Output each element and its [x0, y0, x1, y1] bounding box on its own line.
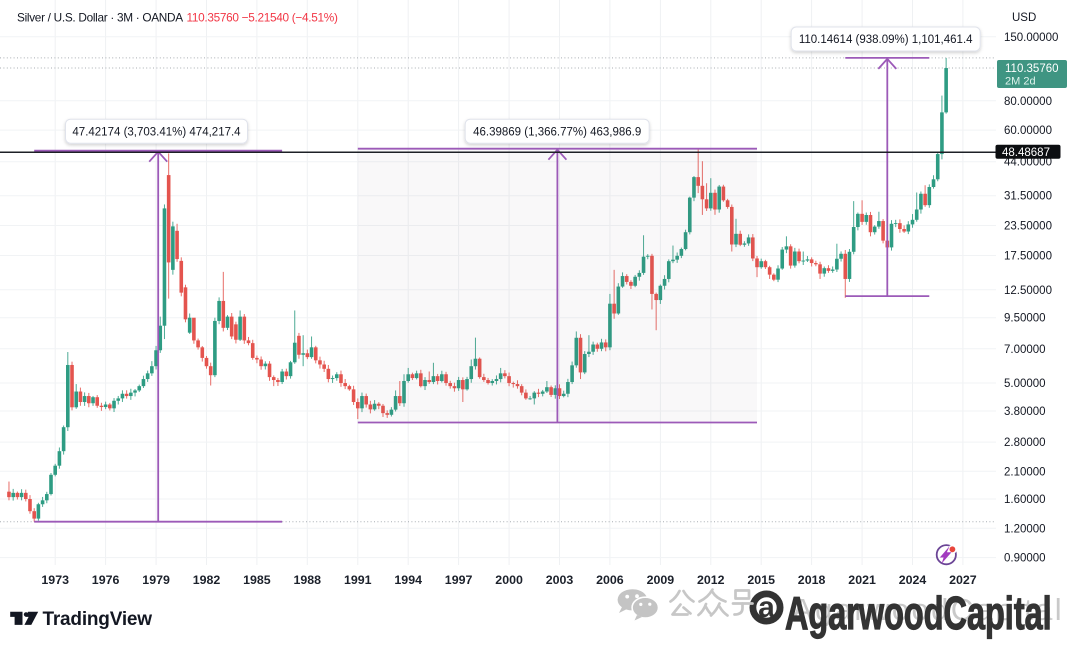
svg-text:1997: 1997 — [445, 573, 473, 587]
svg-text:17.50000: 17.50000 — [1004, 251, 1052, 263]
svg-text:2015: 2015 — [747, 573, 775, 587]
svg-text:47.42174 (3,703.41%) 474,217.4: 47.42174 (3,703.41%) 474,217.4 — [72, 126, 241, 138]
svg-text:12.50000: 12.50000 — [1004, 285, 1052, 297]
svg-text:1976: 1976 — [92, 573, 120, 587]
svg-text:110.35760 −5.21540 (−4.51%): 110.35760 −5.21540 (−4.51%) — [187, 11, 338, 25]
svg-text:1991: 1991 — [344, 573, 372, 587]
svg-text:9.50000: 9.50000 — [1004, 313, 1046, 325]
svg-text:1982: 1982 — [193, 573, 221, 587]
svg-text:2003: 2003 — [546, 573, 574, 587]
svg-text:1973: 1973 — [41, 573, 69, 587]
svg-text:a: a — [758, 591, 775, 624]
svg-text:2012: 2012 — [697, 573, 725, 587]
svg-text:46.39869 (1,366.77%) 463,986.9: 46.39869 (1,366.77%) 463,986.9 — [473, 126, 641, 138]
svg-text:7.00000: 7.00000 — [1004, 344, 1046, 356]
svg-text:Silver / U.S. Dollar · 3M · OA: Silver / U.S. Dollar · 3M · OANDA — [17, 11, 183, 25]
svg-text:2018: 2018 — [798, 573, 826, 587]
svg-text:1.20000: 1.20000 — [1004, 523, 1046, 535]
svg-text:2000: 2000 — [495, 573, 523, 587]
svg-text:31.50000: 31.50000 — [1004, 191, 1052, 203]
svg-text:150.00000: 150.00000 — [1004, 32, 1058, 44]
svg-text:48.48687: 48.48687 — [1002, 147, 1050, 159]
svg-text:2027: 2027 — [949, 573, 977, 587]
svg-text:110.35760: 110.35760 — [1005, 63, 1059, 75]
svg-text:USD: USD — [1012, 12, 1036, 24]
svg-text:1985: 1985 — [243, 573, 271, 587]
svg-text:80.00000: 80.00000 — [1004, 96, 1052, 108]
svg-text:3.80000: 3.80000 — [1004, 406, 1046, 418]
svg-text:1.60000: 1.60000 — [1004, 494, 1046, 506]
svg-text:60.00000: 60.00000 — [1004, 125, 1052, 137]
svg-text:110.14614 (938.09%) 1,101,461.: 110.14614 (938.09%) 1,101,461.4 — [799, 34, 973, 46]
svg-text:2.10000: 2.10000 — [1004, 466, 1046, 478]
svg-text:0.90000: 0.90000 — [1004, 553, 1046, 565]
svg-text:2006: 2006 — [596, 573, 624, 587]
svg-text:23.50000: 23.50000 — [1004, 221, 1052, 233]
svg-text:2024: 2024 — [899, 573, 927, 587]
svg-text:1988: 1988 — [294, 573, 322, 587]
svg-text:2021: 2021 — [848, 573, 876, 587]
svg-text:TradingView: TradingView — [43, 609, 153, 630]
svg-text:5.00000: 5.00000 — [1004, 378, 1046, 390]
svg-text:2.80000: 2.80000 — [1004, 437, 1046, 449]
svg-text:2M 2d: 2M 2d — [1005, 76, 1036, 88]
svg-text:2009: 2009 — [647, 573, 675, 587]
svg-text:44.00000: 44.00000 — [1004, 157, 1052, 169]
svg-text:1994: 1994 — [394, 573, 422, 587]
svg-text:1979: 1979 — [142, 573, 170, 587]
